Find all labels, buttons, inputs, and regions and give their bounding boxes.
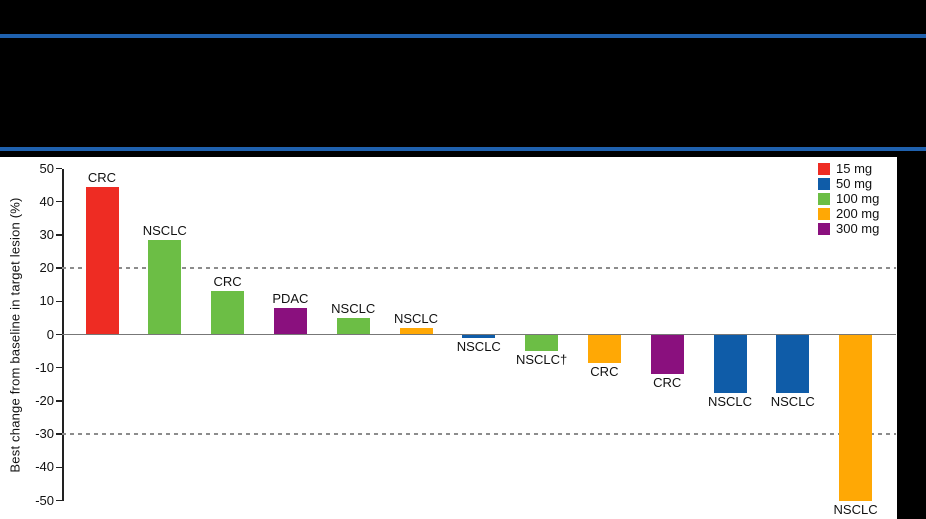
y-tick (56, 400, 62, 402)
banner-rule-bottom (0, 147, 926, 151)
bar-label: PDAC (272, 290, 309, 306)
y-tick (56, 333, 62, 336)
bar-nsclc (399, 327, 433, 335)
legend-label: 15 mg (836, 161, 873, 176)
legend-swatch-100mg (818, 192, 830, 205)
legend-label: 100 mg (836, 191, 880, 206)
bar-nsclc (839, 334, 873, 501)
bar-nsclc (336, 317, 370, 335)
bar-crc (587, 334, 621, 363)
legend-row: 100 mg (818, 191, 879, 206)
y-tick-label: 30 (39, 226, 54, 242)
waterfall-chart: Best change from baseline in target lesi… (0, 157, 897, 519)
y-tick (56, 499, 62, 502)
legend-swatch-200mg (818, 207, 830, 220)
y-tick-label: -40 (35, 459, 54, 475)
y-tick (56, 300, 62, 303)
bar-label: CRC (213, 274, 242, 290)
bar-label: CRC (87, 169, 117, 185)
bar-label: NSCLC (331, 300, 376, 316)
y-tick-label: 50 (39, 160, 54, 176)
legend-row: 200 mg (818, 206, 879, 221)
y-tick (56, 366, 62, 369)
legend-row: 300 mg (818, 221, 879, 236)
bar-crc (85, 186, 119, 335)
legend-swatch-15mg (818, 162, 830, 175)
bar-crc (211, 291, 245, 335)
bar-nsclc (148, 239, 182, 335)
reference-line--30 (62, 433, 896, 435)
y-tick-label: -50 (35, 492, 54, 508)
y-tick (56, 167, 62, 170)
legend-label: 300 mg (836, 221, 880, 236)
y-tick (56, 433, 62, 435)
bar-pdac (273, 307, 307, 335)
bar-nsclc (713, 334, 747, 393)
y-tick (56, 267, 62, 269)
reference-line-20 (62, 267, 896, 269)
y-tick-label: 20 (39, 260, 54, 276)
y-tick-label: -30 (35, 426, 54, 442)
bar-label: NSCLC (707, 393, 753, 409)
bar-label: CRC (590, 363, 619, 379)
legend-row: 50 mg (818, 176, 879, 191)
banner-rule-top (0, 34, 926, 38)
bar-nsclc (776, 334, 810, 393)
legend-label: 200 mg (836, 206, 880, 221)
bar-label: CRC (653, 375, 682, 391)
legend-swatch-300mg (818, 222, 830, 235)
y-tick-label: 0 (46, 326, 54, 342)
y-tick (56, 200, 62, 203)
bar-label: NSCLC (393, 310, 439, 326)
y-tick-label: 40 (39, 193, 54, 209)
bar-label: NSCLC (456, 338, 501, 354)
bar-nsclc (525, 334, 559, 352)
y-tick-label: -10 (35, 359, 54, 375)
y-tick-label: -20 (35, 392, 54, 408)
y-tick (56, 234, 62, 236)
bar-label: NSCLC (142, 222, 187, 238)
legend-row: 15 mg (818, 161, 879, 176)
bar-label: NSCLC† (515, 352, 568, 368)
bar-label: NSCLC (770, 393, 815, 409)
legend-swatch-50mg (818, 177, 830, 190)
bar-crc (650, 334, 684, 375)
bar-nsclc (462, 334, 496, 338)
legend: 15 mg 50 mg 100 mg 200 mg 300 mg (818, 161, 879, 236)
legend-label: 50 mg (836, 176, 873, 191)
bar-label: NSCLC (833, 501, 878, 517)
y-tick-label: 10 (39, 293, 54, 309)
y-tick (56, 466, 62, 469)
